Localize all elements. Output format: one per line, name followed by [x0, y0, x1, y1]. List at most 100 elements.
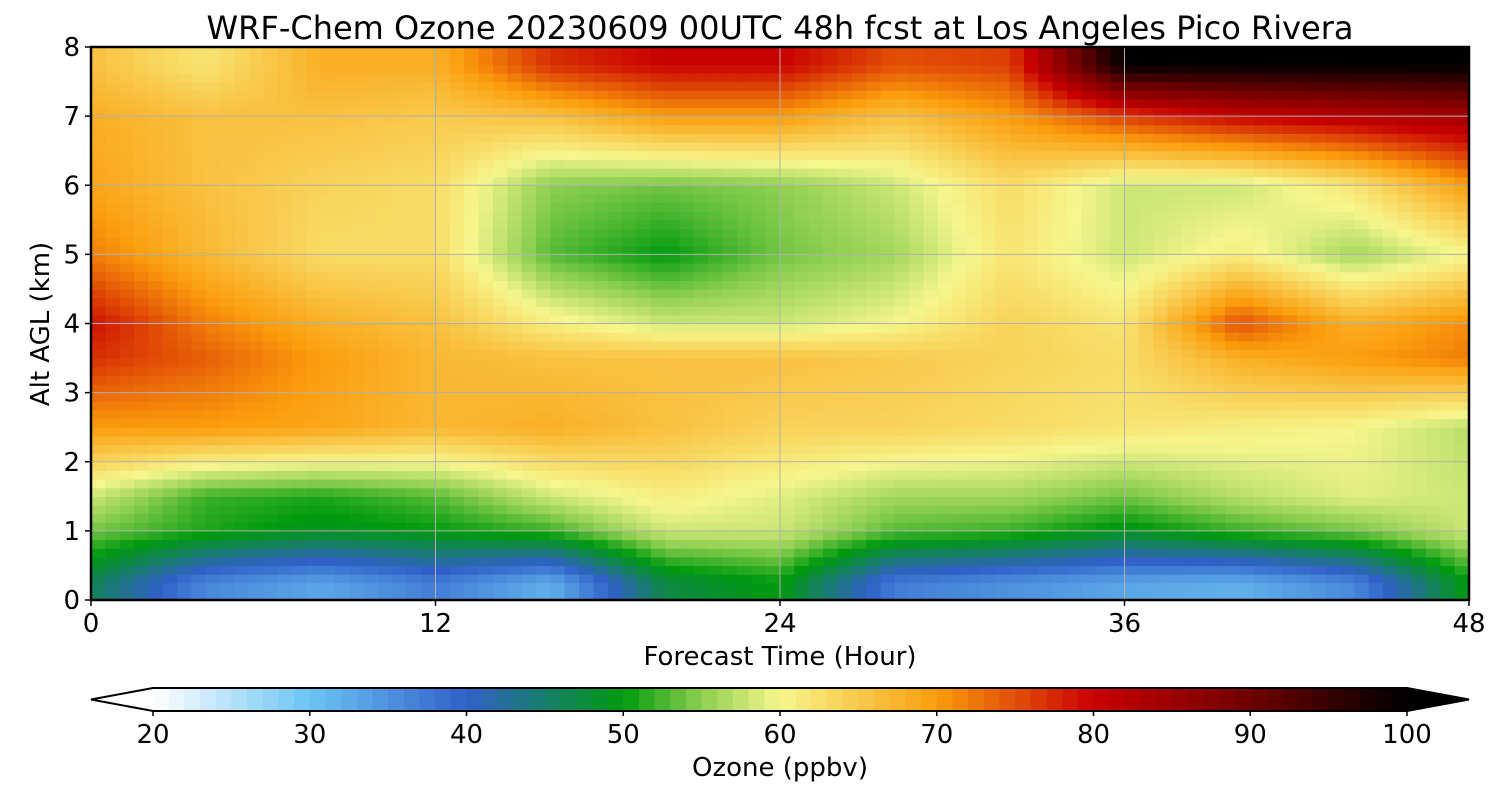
- heatmap-cell: [1167, 383, 1183, 394]
- heatmap-cell: [593, 574, 609, 584]
- heatmap-cell: [980, 522, 996, 532]
- heatmap-cell: [205, 461, 221, 471]
- heatmap-cell: [291, 349, 307, 359]
- heatmap-cell: [579, 314, 594, 325]
- heatmap-cell: [1397, 375, 1413, 385]
- heatmap-cell: [980, 297, 996, 307]
- heatmap-cell: [1052, 271, 1068, 281]
- heatmap-cell: [679, 548, 695, 558]
- heatmap-cell: [1167, 366, 1183, 376]
- heatmap-cell: [492, 237, 508, 247]
- heatmap-cell: [1009, 401, 1025, 411]
- heatmap-cell: [1067, 565, 1083, 575]
- heatmap-cell: [1296, 513, 1312, 523]
- heatmap-cell: [693, 591, 709, 601]
- heatmap-cell: [263, 288, 279, 299]
- heatmap-cell: [1167, 306, 1183, 316]
- heatmap-cell: [693, 306, 709, 316]
- heatmap-cell: [1024, 219, 1039, 230]
- heatmap-cell: [851, 487, 867, 497]
- heatmap-cell: [1196, 167, 1212, 178]
- heatmap-cell: [794, 150, 810, 160]
- heatmap-cell: [1311, 418, 1327, 428]
- heatmap-cell: [722, 401, 738, 411]
- heatmap-cell: [1052, 185, 1068, 195]
- heatmap-cell: [1052, 150, 1068, 160]
- heatmap-cell: [564, 185, 580, 195]
- heatmap-cell: [1009, 513, 1025, 523]
- heatmap-cell: [421, 513, 437, 523]
- heatmap-cell: [363, 263, 379, 273]
- heatmap-cell: [722, 470, 738, 480]
- heatmap-cell: [952, 461, 968, 471]
- heatmap-cell: [1425, 496, 1441, 506]
- heatmap-cell: [148, 280, 164, 290]
- heatmap-cell: [1067, 193, 1083, 204]
- heatmap-cell: [105, 237, 121, 247]
- heatmap-cell: [1167, 358, 1183, 368]
- heatmap-cell: [722, 548, 738, 558]
- heatmap-cell: [205, 418, 221, 428]
- heatmap-cell: [421, 375, 437, 385]
- heatmap-cell: [449, 530, 465, 541]
- heatmap-cell: [995, 383, 1011, 394]
- heatmap-cell: [966, 435, 982, 446]
- heatmap-cell: [1282, 314, 1298, 325]
- heatmap-cell: [1196, 159, 1212, 169]
- heatmap-cell: [1440, 453, 1456, 463]
- heatmap-cell: [148, 358, 164, 368]
- heatmap-cell: [1425, 237, 1441, 247]
- heatmap-cell: [866, 202, 882, 212]
- heatmap-cell: [1425, 297, 1441, 307]
- heatmap-cell: [1354, 358, 1370, 368]
- heatmap-cell: [665, 453, 681, 463]
- heatmap-cell: [449, 306, 465, 316]
- heatmap-cell: [808, 548, 824, 558]
- heatmap-cell: [894, 513, 910, 523]
- heatmap-cell: [320, 167, 336, 178]
- heatmap-cell: [1296, 280, 1312, 290]
- heatmap-cell: [736, 496, 752, 506]
- heatmap-cell: [349, 150, 365, 160]
- heatmap-cell: [263, 193, 279, 204]
- heatmap-cell: [708, 375, 724, 385]
- heatmap-cell: [1268, 479, 1283, 489]
- heatmap-cell: [1368, 513, 1384, 523]
- heatmap-cell: [952, 427, 968, 437]
- heatmap-cell: [894, 150, 910, 160]
- heatmap-cell: [349, 366, 365, 376]
- heatmap-cell: [1124, 254, 1140, 264]
- heatmap-cell: [91, 211, 106, 221]
- heatmap-cell: [421, 340, 437, 351]
- heatmap-cell: [191, 271, 207, 281]
- heatmap-cell: [1354, 401, 1370, 411]
- heatmap-cell: [248, 202, 264, 212]
- heatmap-cell: [650, 237, 666, 247]
- heatmap-cell: [823, 461, 839, 471]
- heatmap-cell: [736, 591, 752, 601]
- heatmap-cell: [1110, 366, 1126, 376]
- heatmap-cell: [880, 470, 896, 480]
- heatmap-cell: [1124, 185, 1140, 195]
- heatmap-cell: [492, 461, 508, 471]
- heatmap-cell: [1153, 340, 1169, 351]
- heatmap-cell: [579, 228, 594, 238]
- heatmap-cell: [579, 513, 594, 523]
- heatmap-cell: [1339, 444, 1355, 454]
- heatmap-cell: [1239, 332, 1255, 342]
- heatmap-cell: [1095, 358, 1111, 368]
- heatmap-cell: [1167, 340, 1183, 351]
- heatmap-cell: [177, 427, 193, 437]
- heatmap-cell: [363, 323, 379, 333]
- heatmap-cell: [923, 306, 939, 316]
- heatmap-cell: [1368, 263, 1384, 273]
- heatmap-cell: [1454, 392, 1470, 402]
- heatmap-cell: [421, 392, 437, 402]
- heatmap-cell: [363, 401, 379, 411]
- heatmap-cell: [392, 366, 408, 376]
- heatmap-cell: [1311, 271, 1327, 281]
- heatmap-cell: [866, 530, 882, 541]
- heatmap-cell: [837, 392, 853, 402]
- heatmap-cell: [1095, 556, 1111, 567]
- heatmap-cell: [1425, 435, 1441, 446]
